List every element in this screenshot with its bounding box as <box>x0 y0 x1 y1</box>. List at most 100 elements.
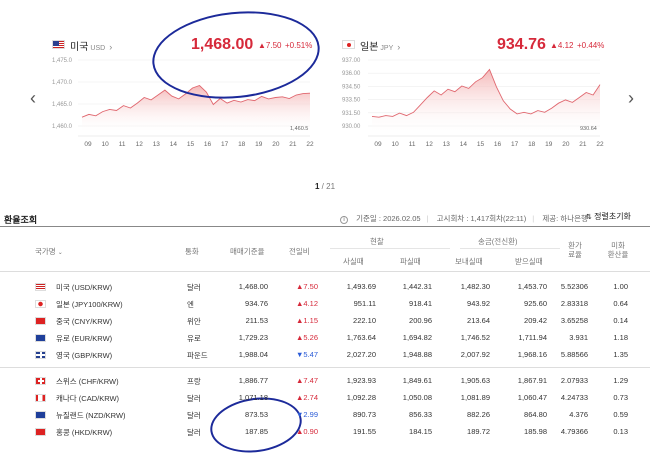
cell-usd: 0.14 <box>613 316 628 325</box>
cell-send: 189.72 <box>467 427 490 436</box>
cell-base: 1,729.23 <box>238 333 268 342</box>
cell-ex: 4.376 <box>569 410 588 419</box>
cell-change: ▼2.99 <box>295 410 318 419</box>
table-row[interactable]: 미국 (USD/KRW) 달러 1,468.00 ▲7.50 1,493.69 1,442… <box>0 278 650 296</box>
price-change-pct: +0.44% <box>577 41 605 50</box>
cell-cash-sell: 1,442.31 <box>402 282 432 291</box>
cell-cash-buy: 1,923.93 <box>346 376 376 385</box>
x-tick-label: 20 <box>562 141 570 148</box>
cell-base: 187.85 <box>245 427 268 436</box>
cell-ex: 3.65258 <box>560 316 588 325</box>
jpy-line-chart[interactable]: 937.00 936.00 934.50 933.50 931.50 930.00 930.… <box>342 52 612 160</box>
cn-flag-icon <box>35 317 46 325</box>
th-base: 매매기준율 <box>230 247 265 256</box>
cell-usd: 0.64 <box>613 299 628 308</box>
table-row[interactable]: 일본 (JPY100/KRW) 엔 934.76 ▲4.12 951.11 918.41 9… <box>0 295 650 313</box>
ca-flag-icon <box>35 394 46 402</box>
currency-name[interactable]: 일본 (JPY100/KRW) <box>56 300 123 309</box>
y-tick-label: 1,460.0 <box>52 124 73 130</box>
divider <box>460 248 560 249</box>
cell-cash-sell: 1,948.88 <box>402 350 432 359</box>
cell-cash-buy: 191.55 <box>353 427 376 436</box>
cell-base: 873.53 <box>245 410 268 419</box>
x-tick-label: 14 <box>460 141 468 148</box>
cell-cash-buy: 951.11 <box>353 299 376 308</box>
currency-name[interactable]: 캐나다 (CAD/KRW) <box>56 394 120 403</box>
cell-unit: 프랑 <box>187 377 201 386</box>
min-value-label: 930.64 <box>580 126 597 132</box>
currency-name[interactable]: 미국 USD › <box>70 42 113 53</box>
cell-recv: 925.60 <box>524 299 547 308</box>
table-row[interactable]: 영국 (GBP/KRW) 파운드 1,988.04 ▼5.47 2,027.20 1,94… <box>0 346 650 364</box>
table-row[interactable]: 캐나다 (CAD/KRW) 달러 1,071.18 ▲2.74 1,092.28 1,05… <box>0 389 650 407</box>
y-tick-label: 1,470.0 <box>52 80 73 86</box>
x-tick-label: 13 <box>153 141 161 148</box>
chevron-right-icon[interactable]: › <box>628 88 634 108</box>
table-row[interactable]: 유로 (EUR/KRW) 유로 1,729.23 ▲5.26 1,763.64 1,694… <box>0 329 650 347</box>
cell-send: 1,746.52 <box>460 333 490 342</box>
th-cash: 현찰 <box>370 237 384 246</box>
currency-name[interactable]: 미국 (USD/KRW) <box>56 283 113 292</box>
cell-cash-sell: 200.96 <box>409 316 432 325</box>
currency-name[interactable]: 뉴질랜드 (NZD/KRW) <box>56 411 126 420</box>
cell-base: 934.76 <box>245 299 268 308</box>
cell-unit: 엔 <box>187 300 194 309</box>
cell-send: 1,905.63 <box>460 376 490 385</box>
cell-change: ▲4.12 <box>295 299 318 308</box>
currency-name[interactable]: 일본 JPY › <box>360 42 401 53</box>
cell-unit: 달러 <box>187 411 201 420</box>
x-tick-label: 09 <box>374 141 382 148</box>
jpy-chart-card[interactable]: 일본 JPY › 934.76 ▲4.12 +0.44% 937.00 936.00 9… <box>342 32 612 160</box>
cell-change: ▼5.47 <box>295 350 318 359</box>
usd-line-chart[interactable]: 1,475.0 1,470.0 1,465.0 1,460.0 1,460.5 09 10 1… <box>52 52 322 160</box>
us-flag-icon <box>52 40 65 49</box>
y-tick-label: 936.00 <box>342 71 361 77</box>
x-tick-label: 19 <box>255 141 263 148</box>
currency-name[interactable]: 스위스 (CHF/KRW) <box>56 377 119 386</box>
cell-recv: 864.80 <box>524 410 547 419</box>
ch-flag-icon <box>35 377 46 385</box>
x-tick-label: 21 <box>289 141 297 148</box>
th-wire-recv: 받으실때 <box>515 257 543 266</box>
x-tick-label: 17 <box>511 141 519 148</box>
chevron-right-icon: › <box>109 42 113 52</box>
price-change-pct: +0.51% <box>285 41 313 50</box>
cell-recv: 1,968.16 <box>517 350 547 359</box>
x-tick-label: 11 <box>119 141 126 148</box>
x-tick-label: 14 <box>170 141 178 148</box>
cell-ex: 3.931 <box>569 333 588 342</box>
currency-name[interactable]: 중국 (CNY/KRW) <box>56 317 113 326</box>
x-tick-label: 10 <box>391 141 399 148</box>
currency-name[interactable]: 홍콩 (HKD/KRW) <box>56 428 113 437</box>
currency-name[interactable]: 영국 (GBP/KRW) <box>56 351 113 360</box>
table-row[interactable]: 홍콩 (HKD/KRW) 달러 187.85 ▲0.90 191.55 184.15 189… <box>0 423 650 441</box>
cell-usd: 1.35 <box>613 350 628 359</box>
table-row[interactable]: 중국 (CNY/KRW) 위안 211.53 ▲1.15 222.10 200.96 213… <box>0 312 650 330</box>
x-tick-label: 18 <box>238 141 246 148</box>
x-tick-label: 16 <box>494 141 502 148</box>
cell-cash-sell: 184.15 <box>409 427 432 436</box>
th-change: 전일비 <box>289 247 310 256</box>
cell-cash-sell: 1,694.82 <box>402 333 432 342</box>
currency-name[interactable]: 유로 (EUR/KRW) <box>56 334 113 343</box>
x-tick-label: 18 <box>528 141 536 148</box>
jp-flag-icon <box>342 40 355 49</box>
cell-unit: 달러 <box>187 394 201 403</box>
cell-change: ▲2.74 <box>295 393 318 402</box>
cell-cash-buy: 2,027.20 <box>346 350 376 359</box>
cell-change: ▲0.90 <box>295 427 318 436</box>
table-row[interactable]: 스위스 (CHF/KRW) 프랑 1,886.77 ▲7.47 1,923.93 1,84… <box>0 372 650 390</box>
info-icon[interactable]: i <box>340 216 348 224</box>
y-tick-label: 934.50 <box>342 84 361 90</box>
th-unit: 통화 <box>185 247 199 256</box>
cell-base: 1,468.00 <box>238 282 268 291</box>
table-row[interactable]: 뉴질랜드 (NZD/KRW) 달러 873.53 ▼2.99 890.73 856.33 8… <box>0 406 650 424</box>
usd-chart-card[interactable]: 미국 USD › 1,468.00 ▲7.50 +0.51% 1,475.0 1,47… <box>52 32 322 160</box>
cell-base: 1,988.04 <box>238 350 268 359</box>
sort-reset-button[interactable]: ⇅ 정렬초기화 <box>586 212 631 221</box>
cell-usd: 1.18 <box>613 333 628 342</box>
cell-ex: 5.52306 <box>560 282 588 291</box>
current-price: 1,468.00 <box>191 36 254 53</box>
chevron-left-icon[interactable]: ‹ <box>30 88 36 108</box>
th-country[interactable]: 국가명 ⌄ <box>35 247 63 256</box>
